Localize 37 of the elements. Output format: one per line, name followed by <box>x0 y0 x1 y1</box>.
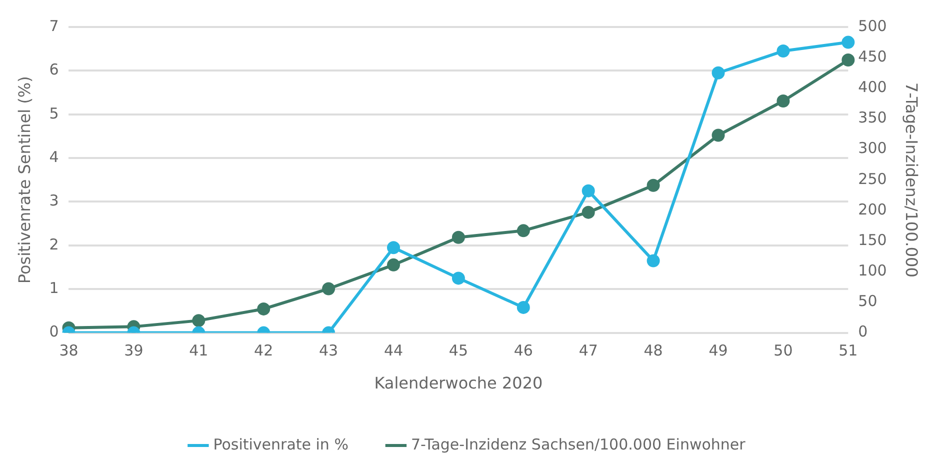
y-tick-label: 1 <box>49 279 59 298</box>
legend-label: 7-Tage-Inzidenz Sachsen/100.000 Einwohner <box>410 435 746 454</box>
y-tick-label: 2 <box>49 235 59 254</box>
y2-tick-label: 100 <box>858 262 887 280</box>
y2-tick-label: 450 <box>858 47 887 66</box>
x-tick-label: 45 <box>448 342 468 360</box>
x-tick-label: 42 <box>254 342 274 360</box>
y2-tick-label: 0 <box>858 322 868 341</box>
x-tick-label: 51 <box>838 342 858 360</box>
y-tick-label: 7 <box>49 16 59 35</box>
x-tick-label: 48 <box>644 342 663 360</box>
legend-label: Positivenrate in % <box>213 435 348 454</box>
y2-tick-label: 50 <box>858 292 878 310</box>
x-tick-label: 39 <box>124 342 144 360</box>
y2-tick-label: 300 <box>858 139 887 158</box>
y2-tick-label: 150 <box>858 230 887 249</box>
y-tick-label: 4 <box>49 148 59 166</box>
y2-axis-title: 7-Tage-Inzidenz/100.000 <box>902 82 922 278</box>
x-tick-label: 47 <box>578 342 598 360</box>
x-tick-label: 38 <box>59 342 78 360</box>
y2-tick-label: 400 <box>858 78 887 96</box>
y-tick-label: 3 <box>49 192 59 210</box>
x-tick-label: 43 <box>319 342 338 360</box>
y-tick-label: 6 <box>49 60 59 79</box>
y-tick-label: 5 <box>49 104 59 122</box>
x-tick-label: 46 <box>514 342 533 360</box>
x-tick-label: 50 <box>774 342 793 360</box>
y2-tick-label: 350 <box>858 108 887 127</box>
x-axis-title: Kalenderwoche 2020 <box>374 374 543 393</box>
x-tick-label: 41 <box>189 342 208 360</box>
y2-tick-label: 250 <box>858 170 887 188</box>
y2-tick-label: 200 <box>858 200 887 218</box>
y-axis-title: Positivenrate Sentinel (%) <box>14 76 34 284</box>
x-tick-label: 44 <box>384 342 404 360</box>
x-tick-label: 49 <box>708 342 728 360</box>
y-tick-label: 0 <box>49 322 59 341</box>
y2-tick-label: 500 <box>858 16 887 35</box>
